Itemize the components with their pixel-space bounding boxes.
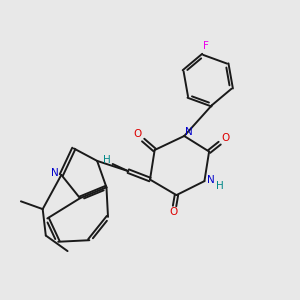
Text: O: O xyxy=(134,129,142,140)
Text: O: O xyxy=(169,207,178,217)
Text: H: H xyxy=(103,155,111,165)
Text: F: F xyxy=(203,41,208,51)
Text: H: H xyxy=(216,181,224,191)
Text: O: O xyxy=(221,133,230,142)
Text: N: N xyxy=(207,175,215,184)
Text: N: N xyxy=(51,168,59,178)
Text: N: N xyxy=(185,127,193,137)
